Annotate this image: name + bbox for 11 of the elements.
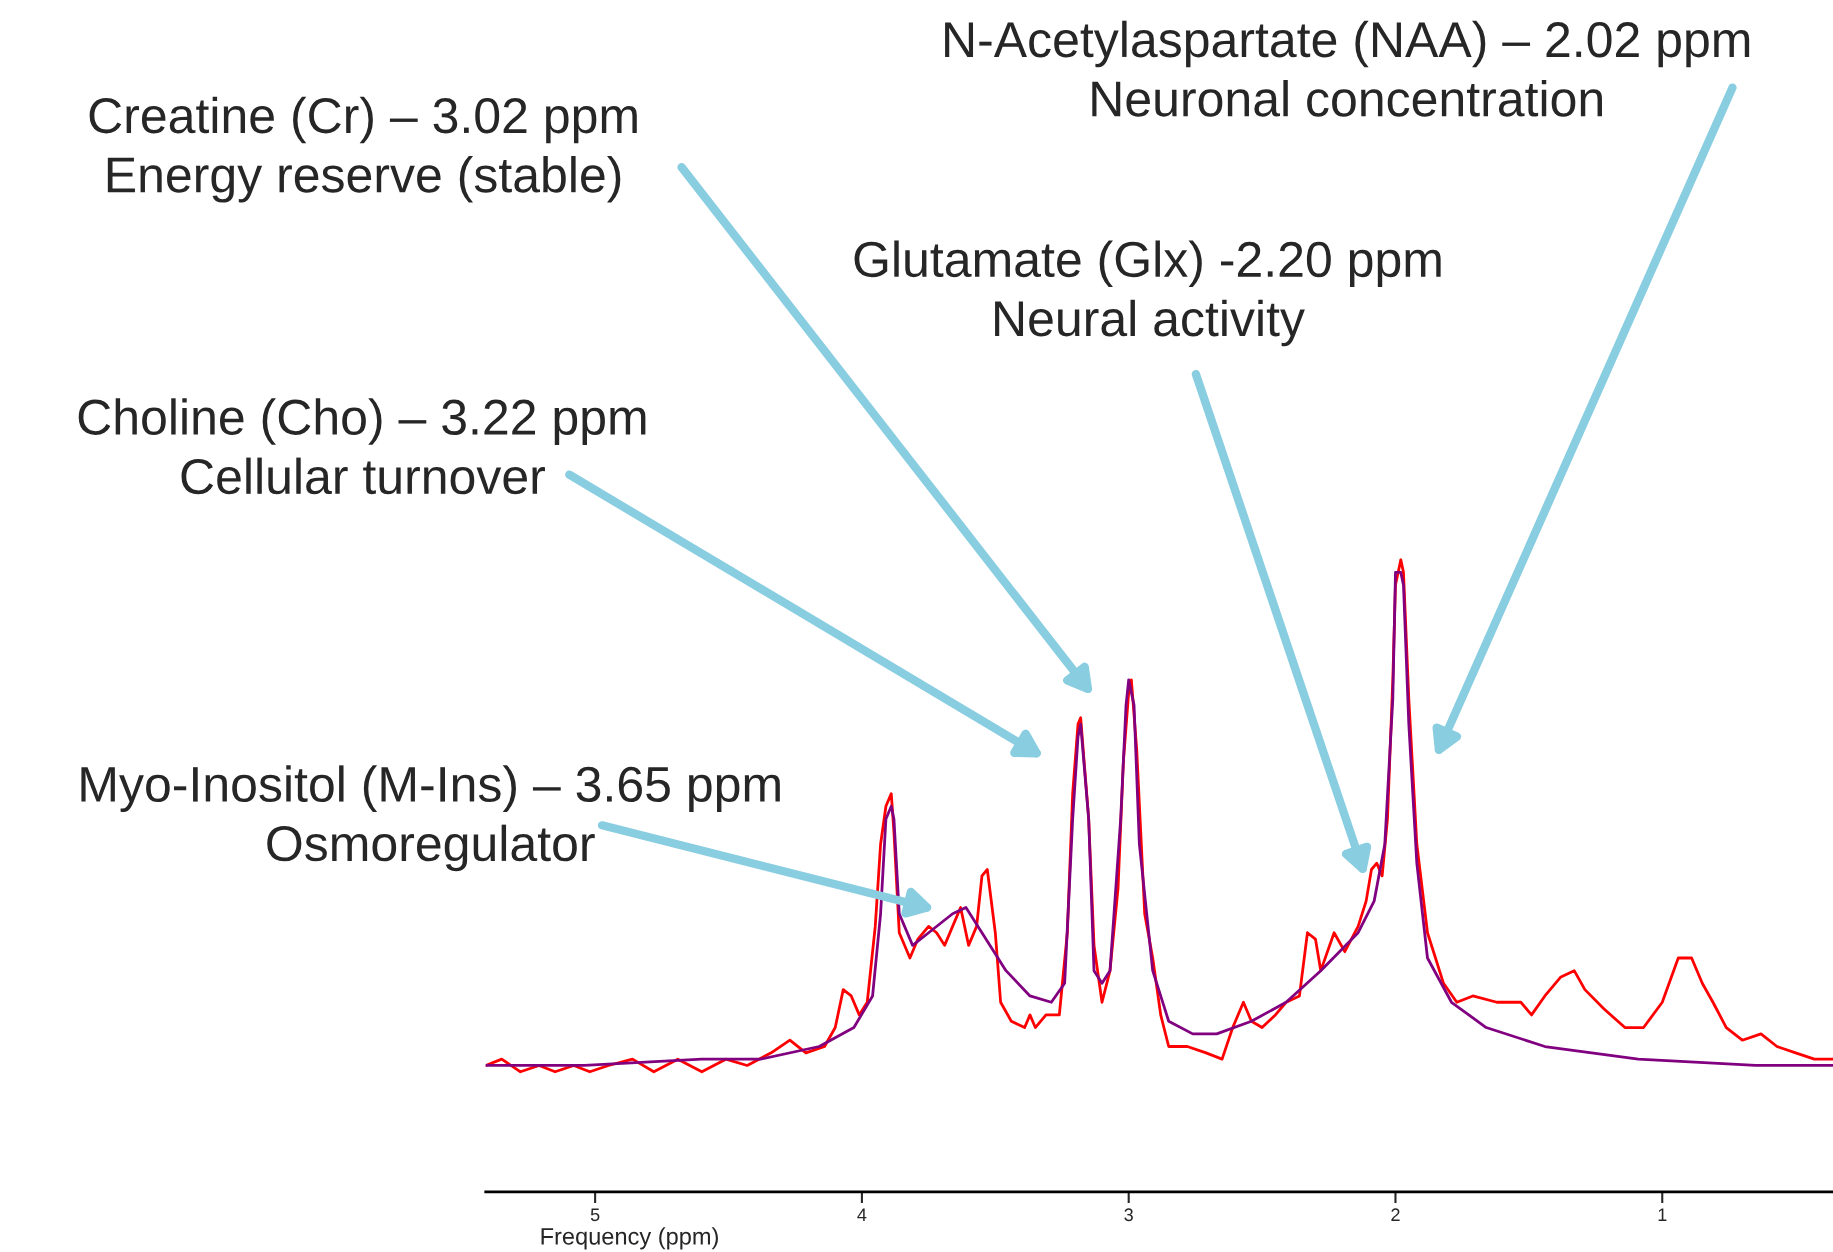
text: Choline (Cho) – 3.22 ppm Cellular turnover — [78, 398, 646, 495]
x-tick-label: 2 — [1391, 1208, 1400, 1221]
x-tick-label: 1 — [1658, 1208, 1667, 1221]
text: Glutamate (Glx) -2.20 ppm Neural activity — [854, 240, 1441, 347]
x-axis-title: Frequency (ppm) — [541, 1227, 718, 1250]
annotation: Myo-Inositol (M-Ins) – 3.65 ppm Osmoregulator — [81, 765, 780, 872]
text: N-Acetylaspartate (NAA) – 2.02 ppm Neuronal concentration — [945, 20, 1750, 117]
x-tick-label: 3 — [1124, 1208, 1133, 1222]
x-tick-label: 4 — [857, 1208, 867, 1221]
x-tick-label: 5 — [590, 1208, 600, 1222]
text: Creatine (Cr) – 3.02 ppm Energy reserve (stable) — [89, 96, 637, 203]
